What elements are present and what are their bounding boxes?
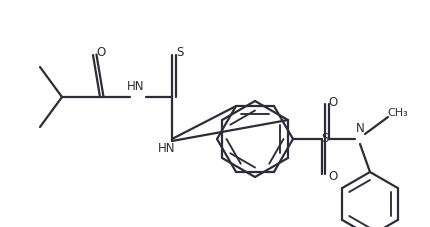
Text: CH₃: CH₃	[387, 108, 408, 118]
Text: S: S	[176, 47, 184, 59]
Text: O: O	[329, 170, 338, 183]
Text: O: O	[329, 96, 338, 109]
Text: HN: HN	[127, 81, 145, 94]
Text: S: S	[321, 131, 329, 145]
Text: HN: HN	[158, 143, 176, 155]
Text: O: O	[96, 45, 106, 59]
Text: N: N	[356, 123, 364, 136]
